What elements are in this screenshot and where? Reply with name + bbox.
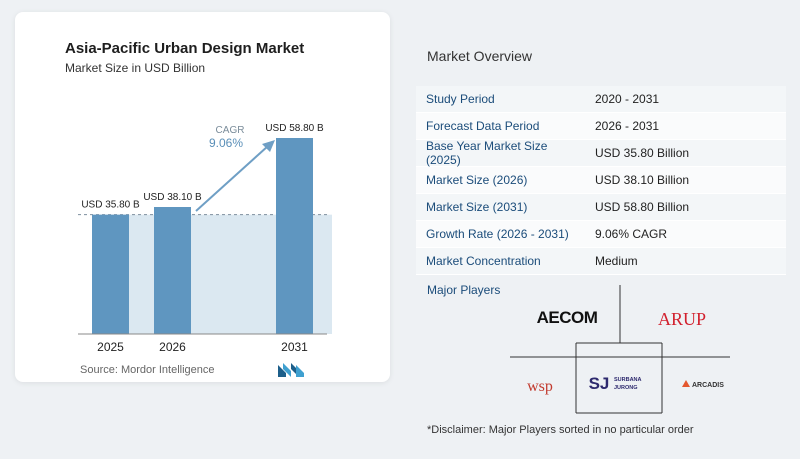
- overview-value: USD 35.80 Billion: [585, 140, 786, 166]
- overview-label: Market Size (2031): [416, 194, 585, 220]
- overview-row: Forecast Data Period 2026 - 2031: [416, 113, 786, 140]
- arcadis-logo: ARCADIS: [692, 382, 724, 389]
- wsp-logo: wsp: [527, 378, 553, 395]
- overview-label: Growth Rate (2026 - 2031): [416, 221, 585, 247]
- bar-chart: USD 35.80 B 2025 USD 38.10 B 2026 USD 58.80 …: [78, 123, 332, 354]
- arup-logo: ARUP: [658, 309, 706, 329]
- overview-value: Medium: [585, 248, 786, 274]
- overview-value: USD 38.10 Billion: [585, 167, 786, 193]
- surbana-line2: JURONG: [614, 385, 638, 391]
- cagr-arrowhead: [262, 140, 275, 152]
- overview-value: 2020 - 2031: [585, 86, 786, 112]
- overview-value: 9.06% CAGR: [585, 221, 786, 247]
- mordor-logo-icon: [278, 363, 304, 377]
- aecom-logo: AECOM: [537, 308, 598, 327]
- data-label-2031: USD 58.80 B: [265, 123, 324, 134]
- arcadis-mark-icon: [682, 380, 690, 387]
- chart-title: Asia-Pacific Urban Design Market: [65, 40, 305, 57]
- overview-value: USD 58.80 Billion: [585, 194, 786, 220]
- chart-subtitle: Market Size in USD Billion: [65, 61, 206, 75]
- source-text: Source: Mordor Intelligence: [80, 364, 215, 376]
- overview-row: Market Size (2031) USD 58.80 Billion: [416, 194, 786, 221]
- major-players-title: Major Players: [427, 283, 501, 297]
- surbana-line1: SURBANA: [614, 377, 642, 383]
- bar-2026: [154, 207, 191, 334]
- overview-label: Market Size (2026): [416, 167, 585, 193]
- overview-table: Study Period 2020 - 2031 Forecast Data Per…: [416, 86, 786, 275]
- overview-row: Study Period 2020 - 2031: [416, 86, 786, 113]
- cagr-label: CAGR: [216, 125, 245, 136]
- x-tick-2025: 2025: [97, 340, 124, 354]
- overview-value: 2026 - 2031: [585, 113, 786, 139]
- x-tick-2026: 2026: [159, 340, 186, 354]
- disclaimer-text: *Disclaimer: Major Players sorted in no …: [427, 424, 694, 436]
- overview-row: Growth Rate (2026 - 2031) 9.06% CAGR: [416, 221, 786, 248]
- bar-2031: [276, 138, 313, 334]
- surbana-mark: SJ: [589, 374, 610, 393]
- overview-label: Base Year Market Size (2025): [416, 139, 585, 167]
- overview-row: Market Concentration Medium: [416, 248, 786, 275]
- overview-title: Market Overview: [427, 48, 533, 64]
- overview-label: Forecast Data Period: [416, 113, 585, 139]
- data-label-2025: USD 35.80 B: [81, 200, 140, 211]
- cagr-value: 9.06%: [209, 136, 243, 150]
- cagr-arrow: [195, 145, 269, 212]
- bar-2025: [92, 214, 129, 334]
- overview-row: Base Year Market Size (2025) USD 35.80 Bi…: [416, 139, 786, 167]
- overview-label: Study Period: [416, 86, 585, 112]
- overview-row: Market Size (2026) USD 38.10 Billion: [416, 167, 786, 194]
- data-label-2026: USD 38.10 B: [143, 192, 202, 203]
- overview-label: Market Concentration: [416, 248, 585, 274]
- major-players-grid: AECOM ARUP wsp SJ SURBANA JURONG ARCADIS: [510, 285, 730, 414]
- x-tick-2031: 2031: [281, 340, 308, 354]
